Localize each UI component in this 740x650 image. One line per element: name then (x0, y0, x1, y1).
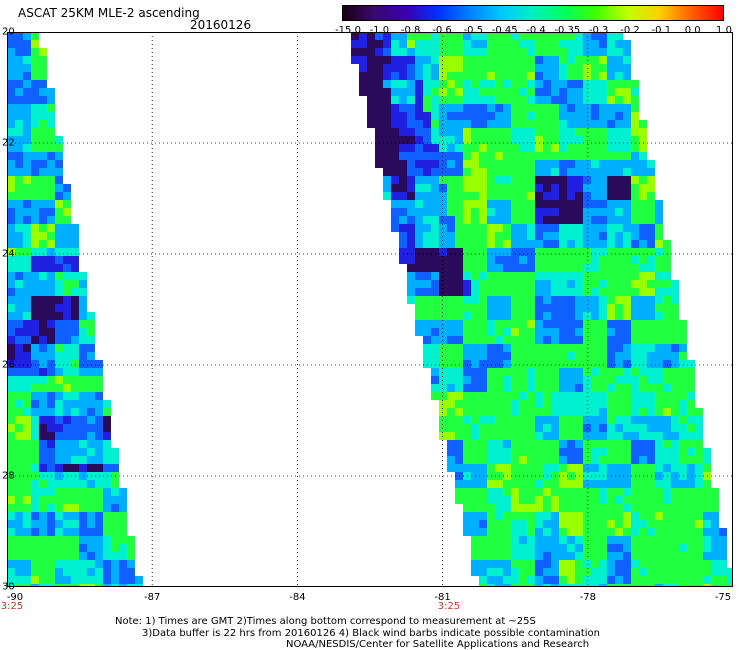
footnote-credit: NOAA/NESDIS/Center for Satellite Applica… (286, 639, 590, 650)
color-scale-label: -0.5 (463, 25, 484, 36)
latitude-tick-label: 30 (2, 581, 15, 593)
footnote-line-2: 3)Data buffer is 22 hrs from 20160126 4)… (142, 628, 600, 639)
latitude-tick-label: 26 (2, 359, 15, 371)
map-title: ASCAT 25KM MLE-2 ascending (18, 6, 200, 20)
color-scale-label: -1.0 (369, 25, 390, 36)
color-scale-bar (342, 5, 724, 21)
longitude-tick-label: -81 (434, 592, 451, 603)
swath-time-right: 3:25 (437, 601, 461, 612)
swath-map (7, 32, 733, 587)
color-scale-gradient (343, 6, 723, 20)
color-scale-label: -0.6 (432, 25, 452, 36)
latitude-tick-label: 20 (2, 26, 15, 38)
swath-data-layer (7, 32, 733, 587)
color-scale-label: -0.3 (588, 25, 609, 36)
swath-time-left: 3:25 (0, 601, 24, 612)
color-scale-label: -0.45 (491, 25, 518, 36)
color-scale-label: -0.2 (620, 25, 640, 36)
color-scale-label: 1.0 (716, 25, 732, 36)
longitude-tick-label: -78 (579, 592, 596, 603)
latitude-tick-label: 24 (2, 248, 15, 260)
map-frame (7, 32, 733, 587)
color-scale-label: -0.8 (400, 25, 421, 36)
lat-lon-grid (7, 32, 733, 587)
color-scale-label: -15.0 (335, 25, 361, 36)
longitude-tick-label: -75 (714, 592, 732, 603)
longitude-tick-label: -84 (289, 592, 306, 603)
map-date: 20160126 (190, 18, 252, 32)
footnote-line-1: Note: 1) Times are GMT 2)Times along bot… (115, 616, 536, 627)
color-scale-label: 0.0 (684, 25, 701, 36)
color-scale-label: -0.35 (554, 25, 581, 36)
color-scale-label: -0.1 (651, 25, 672, 36)
longitude-tick-label: -90 (6, 592, 24, 603)
longitude-tick-label: -87 (144, 592, 161, 603)
color-scale-label: -0.4 (526, 25, 546, 36)
latitude-tick-label: 22 (2, 137, 15, 149)
latitude-tick-label: 28 (2, 470, 15, 482)
